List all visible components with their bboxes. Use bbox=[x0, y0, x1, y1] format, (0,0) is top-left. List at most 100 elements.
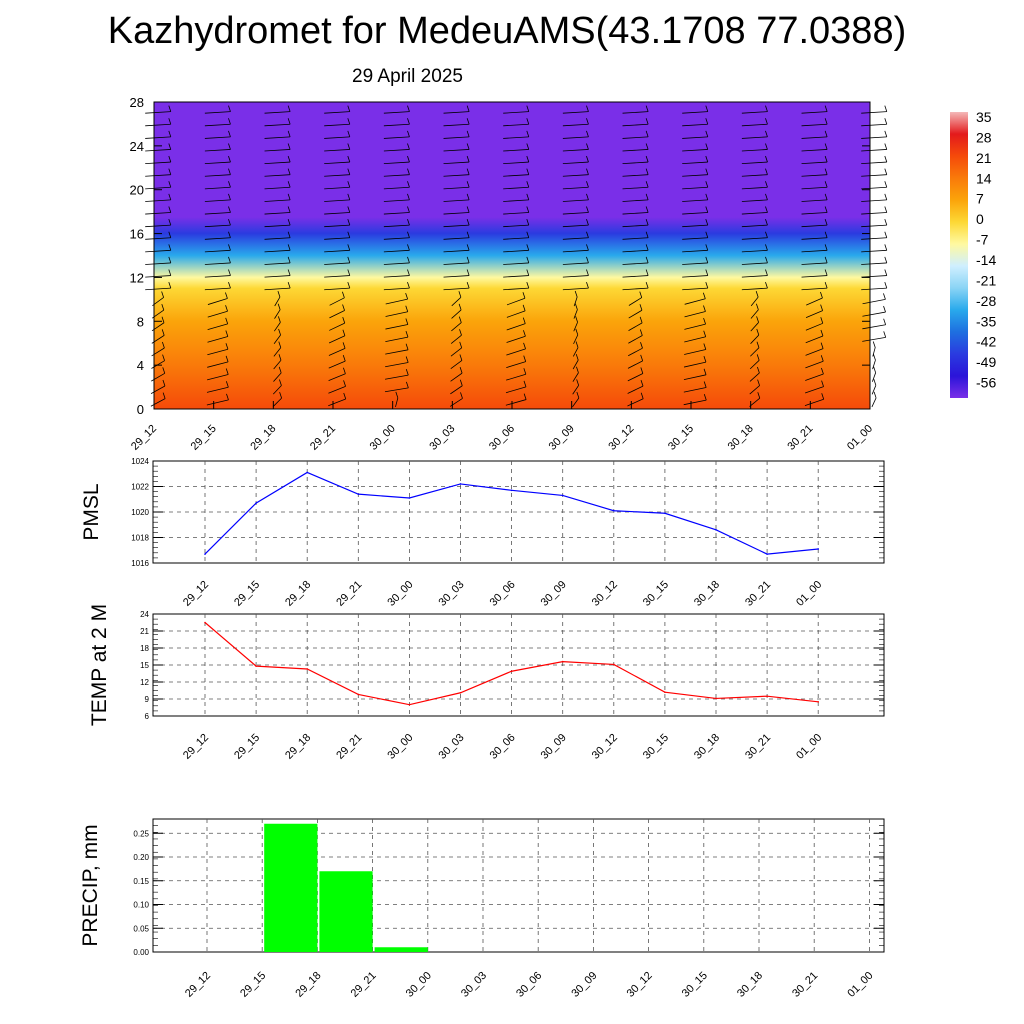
wind-barb-flag bbox=[765, 244, 768, 251]
wind-barb bbox=[750, 296, 759, 307]
x-tick-label: 30_03 bbox=[437, 732, 467, 762]
wind-barb bbox=[622, 174, 649, 177]
data-point bbox=[613, 509, 615, 512]
wind-barb bbox=[862, 324, 886, 330]
wind-barb bbox=[861, 149, 887, 152]
wind-barb bbox=[324, 161, 350, 165]
wind-barb-flag bbox=[466, 231, 470, 238]
wind-barb-flag bbox=[586, 105, 589, 112]
wind-barb bbox=[628, 335, 643, 344]
wind-barb bbox=[450, 360, 463, 370]
wind-barb bbox=[627, 385, 644, 394]
x-tick-label: 29_15 bbox=[189, 423, 219, 453]
x-tick-label: 30_15 bbox=[666, 423, 696, 453]
y-tick-label: 9 bbox=[145, 695, 150, 704]
wind-barb bbox=[562, 174, 589, 177]
wind-barb bbox=[506, 323, 526, 331]
y-tick-label: 1024 bbox=[131, 457, 149, 466]
x-tick-label: 30_09 bbox=[539, 579, 569, 609]
x-tick-label: 29_18 bbox=[283, 732, 313, 762]
wind-barb-flag bbox=[287, 269, 291, 276]
x-tick-label: 30_21 bbox=[743, 579, 773, 609]
wind-barb-flag bbox=[824, 218, 828, 226]
wind-barb bbox=[682, 149, 708, 152]
wind-barb-flag bbox=[703, 317, 706, 325]
wind-barb-flag bbox=[347, 168, 351, 175]
wind-barb-flag bbox=[703, 394, 707, 401]
wind-barb bbox=[328, 398, 346, 407]
x-tick-label: 30_00 bbox=[368, 423, 398, 453]
wind-barb bbox=[443, 174, 470, 177]
wind-barb-flag bbox=[347, 256, 351, 264]
cross-section-panel: 0 4 8 12 16 20 24 28 29_12 29_15 29_18 29_21 30_00 30… bbox=[129, 95, 888, 453]
wind-barb bbox=[682, 224, 708, 228]
wind-barb bbox=[682, 237, 708, 240]
wind-barb bbox=[684, 298, 706, 305]
wind-barb-flag bbox=[586, 193, 589, 201]
wind-barb bbox=[145, 186, 171, 190]
wind-barb-flag bbox=[765, 282, 768, 289]
wind-barb bbox=[145, 212, 171, 215]
wind-barb bbox=[627, 398, 644, 407]
wind-barb-flag bbox=[287, 181, 291, 188]
x-tick-label: 30_18 bbox=[692, 579, 722, 609]
wind-barb bbox=[443, 287, 470, 291]
wind-barb-flag bbox=[526, 193, 530, 201]
wind-barb bbox=[505, 399, 527, 406]
wind-barb bbox=[805, 335, 824, 344]
wind-barb bbox=[741, 161, 768, 165]
wind-barb-flag bbox=[765, 269, 768, 276]
wind-barb-flag bbox=[287, 130, 291, 137]
wind-barb-flag bbox=[884, 193, 888, 201]
wind-barb-flag bbox=[645, 244, 649, 251]
y-tick-label: 1020 bbox=[131, 508, 149, 517]
wind-barb bbox=[749, 360, 760, 370]
x-tick-label: 30_09 bbox=[547, 423, 577, 453]
wind-barb bbox=[383, 212, 410, 215]
wind-barb bbox=[443, 262, 470, 265]
wind-barb bbox=[264, 161, 291, 165]
wind-barb bbox=[443, 186, 470, 190]
wind-barb-flag bbox=[287, 231, 291, 238]
wind-barb-flag bbox=[703, 343, 707, 350]
wind-barb-flag bbox=[347, 231, 351, 238]
wind-barb bbox=[861, 136, 887, 139]
wind-barb bbox=[622, 287, 649, 291]
x-tick-label: 30_03 bbox=[427, 423, 457, 453]
wind-barb-flag bbox=[526, 105, 530, 112]
wind-barb bbox=[150, 385, 166, 395]
plot-frame bbox=[152, 818, 885, 953]
wind-barb-flag bbox=[824, 181, 828, 188]
wind-barb-flag bbox=[586, 168, 589, 175]
wind-barb-flag bbox=[705, 193, 709, 201]
wind-barb-flag bbox=[228, 244, 231, 251]
wind-barb-flag bbox=[884, 181, 888, 188]
wind-barb bbox=[622, 199, 649, 202]
wind-barb-flag bbox=[523, 380, 527, 388]
wind-barb bbox=[861, 186, 887, 190]
wind-barb bbox=[562, 199, 589, 202]
wind-barb bbox=[273, 359, 282, 370]
wind-barb bbox=[503, 199, 529, 202]
wind-barb bbox=[264, 174, 291, 177]
wind-barb bbox=[450, 347, 462, 357]
wind-barb bbox=[801, 212, 828, 215]
y-tick-label: 28 bbox=[130, 95, 144, 110]
y-tick-label: 12 bbox=[140, 678, 149, 687]
x-tick-label: 30_15 bbox=[680, 970, 710, 1000]
wind-barb-flag bbox=[162, 354, 165, 361]
wind-barb-flag bbox=[343, 367, 346, 374]
wind-barb bbox=[804, 386, 824, 394]
wind-barb bbox=[451, 322, 462, 332]
wind-barb-flag bbox=[407, 143, 410, 150]
wind-barb bbox=[801, 275, 828, 278]
wind-barb-flag bbox=[466, 155, 470, 163]
wind-barb bbox=[572, 347, 579, 357]
colorbar-label: -49 bbox=[976, 354, 996, 370]
wind-barb-flag bbox=[765, 206, 768, 213]
wind-barb bbox=[204, 237, 231, 240]
wind-barb bbox=[328, 360, 346, 369]
wind-barb bbox=[682, 212, 708, 215]
wind-barb-flag bbox=[765, 256, 768, 264]
wind-barb bbox=[204, 262, 231, 265]
